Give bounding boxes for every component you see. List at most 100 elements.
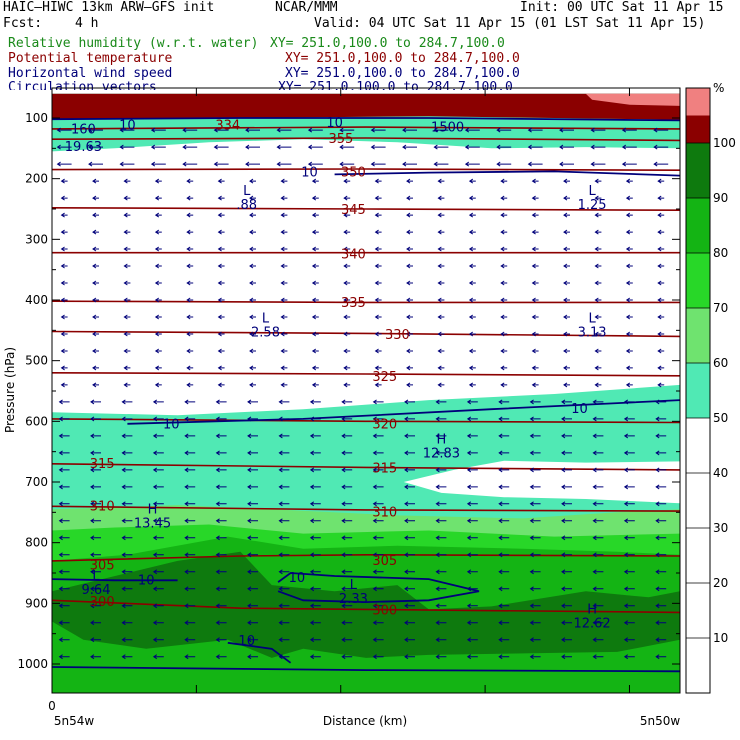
circulation-vector (437, 263, 445, 269)
circulation-vector (372, 620, 384, 626)
circulation-vector (372, 569, 384, 575)
wind-label: 10 (289, 571, 306, 586)
circulation-vector (657, 229, 665, 235)
circulation-vector (529, 467, 541, 473)
circulation-vector (90, 501, 101, 507)
circulation-vector (531, 178, 539, 184)
circulation-vector (404, 450, 415, 456)
circulation-vector (247, 535, 258, 541)
circulation-vector (531, 348, 539, 354)
circulation-vector (280, 212, 288, 218)
circulation-vector (531, 382, 539, 388)
circulation-vector (278, 586, 290, 592)
circulation-vector (186, 178, 194, 184)
circulation-vector (215, 484, 227, 490)
circulation-vector (341, 433, 353, 439)
circulation-vector (121, 450, 133, 456)
circulation-vector (655, 433, 667, 439)
circulation-vector (529, 518, 541, 524)
circulation-vector (249, 229, 256, 235)
colorbar-tick-label: 20 (713, 576, 728, 590)
x-left-location: 5n54w (54, 714, 95, 728)
circulation-vector (374, 314, 382, 320)
circulation-vector (623, 484, 635, 490)
circulation-vector (437, 331, 445, 337)
circulation-vector (527, 127, 543, 133)
circulation-vector (58, 637, 70, 643)
wind-isoline (52, 578, 178, 582)
circulation-vector (343, 365, 351, 371)
circulation-vector (498, 654, 510, 660)
circulation-vector (621, 144, 637, 150)
circulation-vector (653, 161, 669, 167)
circulation-vector (311, 314, 319, 320)
circulation-vector (406, 297, 413, 303)
circulation-vector (437, 365, 445, 371)
circulation-vector (186, 263, 194, 269)
circulation-vector (278, 569, 290, 575)
circulation-vector (529, 620, 541, 626)
circulation-vector (249, 382, 256, 388)
circulation-vector (563, 297, 570, 303)
circulation-vector (184, 586, 196, 592)
circulation-vector (529, 399, 541, 405)
circulation-vector (466, 501, 478, 507)
circulation-vector (213, 127, 229, 133)
circulation-vector (592, 518, 604, 524)
circulation-vector (278, 450, 290, 456)
circulation-vector (90, 654, 101, 660)
circulation-vector (184, 535, 196, 541)
theta-label: 315 (372, 462, 397, 477)
circulation-vector (623, 654, 635, 660)
circulation-vector (404, 569, 415, 575)
circulation-vector (121, 654, 133, 660)
circulation-vector (404, 484, 415, 490)
circulation-vector (655, 603, 667, 609)
circulation-vector (152, 637, 164, 643)
wind-label: 10 (326, 116, 343, 131)
circulation-vector (247, 433, 258, 439)
circulation-vector (500, 297, 508, 303)
circulation-vector (92, 348, 99, 354)
circulation-vector (121, 399, 133, 405)
circulation-vector (655, 552, 667, 558)
circulation-vector (184, 569, 196, 575)
circulation-vector (372, 654, 384, 660)
wind-label: 10 (238, 634, 255, 649)
circulation-vector (372, 416, 384, 422)
circulation-vector (500, 229, 508, 235)
wind-label: 10 (571, 402, 588, 417)
circulation-vector (435, 552, 447, 558)
circulation-vector (247, 603, 258, 609)
circulation-vector (406, 178, 413, 184)
circulation-vector (311, 212, 319, 218)
circulation-vector (372, 399, 384, 405)
circulation-vector (561, 518, 572, 524)
circulation-vector (184, 552, 196, 558)
circulation-vector (278, 433, 290, 439)
circulation-vector (123, 365, 131, 371)
colorbar-swatch (686, 253, 710, 308)
circulation-vector (406, 365, 413, 371)
circulation-vector (58, 518, 70, 524)
circulation-vector (90, 586, 101, 592)
circulation-vector (280, 297, 288, 303)
circulation-vector (154, 314, 162, 320)
circulation-vector (372, 518, 384, 524)
circulation-vector (594, 297, 602, 303)
circulation-vector (215, 620, 227, 626)
circulation-vector (309, 535, 321, 541)
circulation-vector (561, 416, 572, 422)
circulation-vector (343, 178, 351, 184)
circulation-vector (563, 246, 570, 252)
circulation-vector (404, 518, 415, 524)
theta-label: 355 (328, 132, 353, 147)
colorbar-frame (685, 87, 711, 694)
circulation-vector (529, 603, 541, 609)
circulation-vector (372, 535, 384, 541)
extremum-value: .88 (236, 198, 257, 213)
circulation-vector (435, 569, 447, 575)
circulation-vector (500, 365, 508, 371)
colorbar-tick-label: 40 (713, 466, 728, 480)
circulation-vector (498, 569, 510, 575)
